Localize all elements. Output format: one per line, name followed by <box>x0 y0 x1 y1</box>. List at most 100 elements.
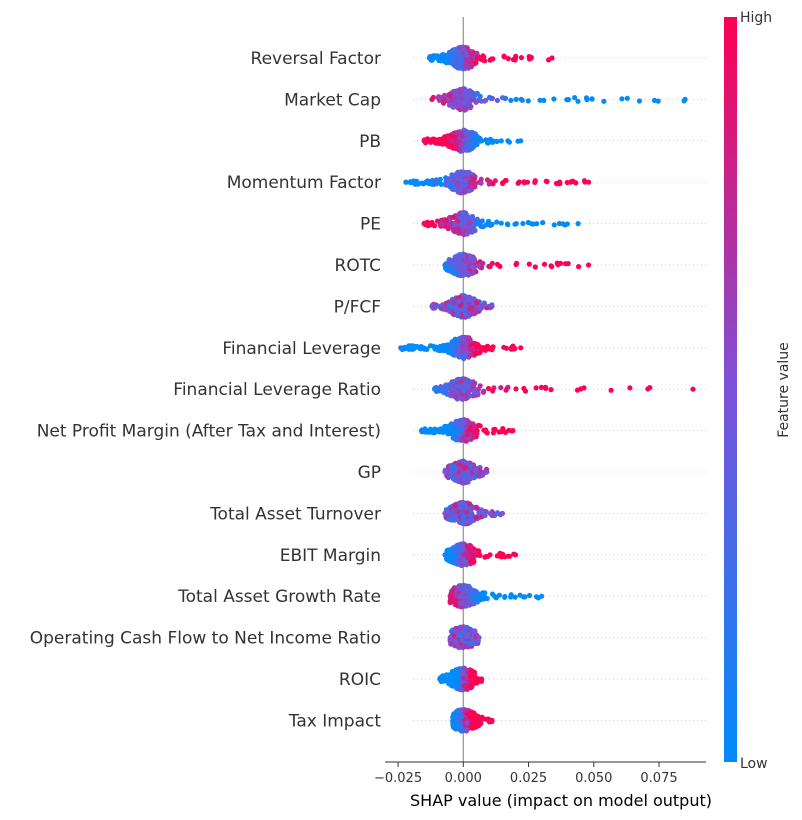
shap-point <box>527 592 533 599</box>
shap-point <box>472 341 478 347</box>
shap-point <box>482 58 488 64</box>
shap-point <box>475 263 481 269</box>
shap-point <box>455 272 461 278</box>
feature-point-group <box>442 541 519 569</box>
shap-point <box>470 264 476 270</box>
shap-point <box>522 388 529 394</box>
shap-point <box>451 344 457 350</box>
shap-point-extreme <box>447 593 453 599</box>
shap-point <box>448 552 454 558</box>
shap-point <box>432 53 438 59</box>
feature-label: Operating Cash Flow to Net Income Ratio <box>30 629 381 649</box>
shap-point <box>555 262 561 268</box>
shap-point <box>485 140 491 146</box>
feature-label: Tax Impact <box>288 711 382 731</box>
shap-point <box>482 594 488 600</box>
shap-point-extreme <box>499 510 505 516</box>
shap-point <box>465 270 471 277</box>
shap-point <box>460 551 466 558</box>
shap-point <box>462 223 468 229</box>
shap-point <box>441 98 447 104</box>
shap-point <box>452 95 458 101</box>
shap-point-extreme <box>549 55 555 61</box>
shap-point <box>501 54 507 60</box>
feature-point-group <box>421 127 524 154</box>
shap-point <box>448 298 455 304</box>
shap-point-extreme <box>690 386 696 392</box>
shap-point <box>458 541 464 547</box>
shap-point <box>450 185 456 191</box>
shap-point-extreme <box>398 345 404 351</box>
shap-point <box>461 106 467 112</box>
shap-point <box>453 592 459 598</box>
shap-point <box>457 88 463 95</box>
shap-point <box>464 143 470 149</box>
shap-point <box>474 680 480 686</box>
shap-point <box>472 387 478 393</box>
shap-point <box>443 182 449 188</box>
shap-point <box>455 643 461 650</box>
shap-point <box>461 100 467 106</box>
shap-point <box>497 263 503 269</box>
shap-point <box>533 594 540 600</box>
shap-point <box>447 598 453 604</box>
shap-point <box>655 98 661 104</box>
shap-point <box>494 97 500 103</box>
shap-point <box>477 552 483 559</box>
shap-point <box>493 595 499 601</box>
feature-label: Net Profit Margin (After Tax and Interes… <box>37 422 381 442</box>
shap-point <box>449 48 455 54</box>
shap-point <box>468 50 474 56</box>
feature-label: Momentum Factor <box>227 173 381 193</box>
feature-label: EBIT Margin <box>280 546 381 566</box>
feature-point-group <box>426 44 555 72</box>
shap-point <box>461 558 467 564</box>
shap-point <box>572 95 578 101</box>
shap-point <box>464 720 470 726</box>
shap-point <box>469 174 475 180</box>
shap-point <box>436 57 442 64</box>
shap-point <box>448 55 454 61</box>
shap-point <box>454 312 460 318</box>
shap-point <box>502 593 508 600</box>
shap-point-extreme <box>586 262 592 268</box>
shap-point <box>459 638 465 644</box>
shap-point <box>647 385 653 391</box>
colorbar <box>724 17 737 762</box>
shap-point <box>460 588 466 594</box>
shap-point <box>486 181 492 187</box>
shap-point <box>479 346 485 353</box>
shap-point <box>505 56 511 62</box>
shap-point <box>452 172 459 178</box>
feature-label: ROIC <box>339 670 381 690</box>
shap-point <box>460 352 466 358</box>
shap-point <box>462 345 468 351</box>
feature-point-group <box>437 665 485 693</box>
shap-point <box>474 430 480 437</box>
shap-point <box>575 98 581 104</box>
shap-point <box>466 501 473 507</box>
shap-point <box>541 261 548 267</box>
shap-point <box>458 183 464 189</box>
shap-point-extreme <box>476 635 482 641</box>
shap-point <box>472 629 478 635</box>
feature-label: Reversal Factor <box>251 49 381 69</box>
shap-point-extreme <box>539 593 545 599</box>
shap-point <box>437 139 443 145</box>
shap-point <box>422 179 428 186</box>
shap-point <box>508 346 514 352</box>
shap-point <box>534 221 540 227</box>
shap-point <box>528 55 534 61</box>
shap-point <box>468 184 474 190</box>
shap-point <box>465 554 471 560</box>
shap-point <box>468 592 474 598</box>
shap-point <box>564 179 570 186</box>
shap-point <box>569 178 575 184</box>
shap-point <box>467 463 474 469</box>
shap-point <box>532 178 538 184</box>
shap-point <box>438 218 444 224</box>
shap-point <box>503 177 509 184</box>
shap-point <box>466 336 472 342</box>
shap-point-extreme <box>442 469 448 475</box>
